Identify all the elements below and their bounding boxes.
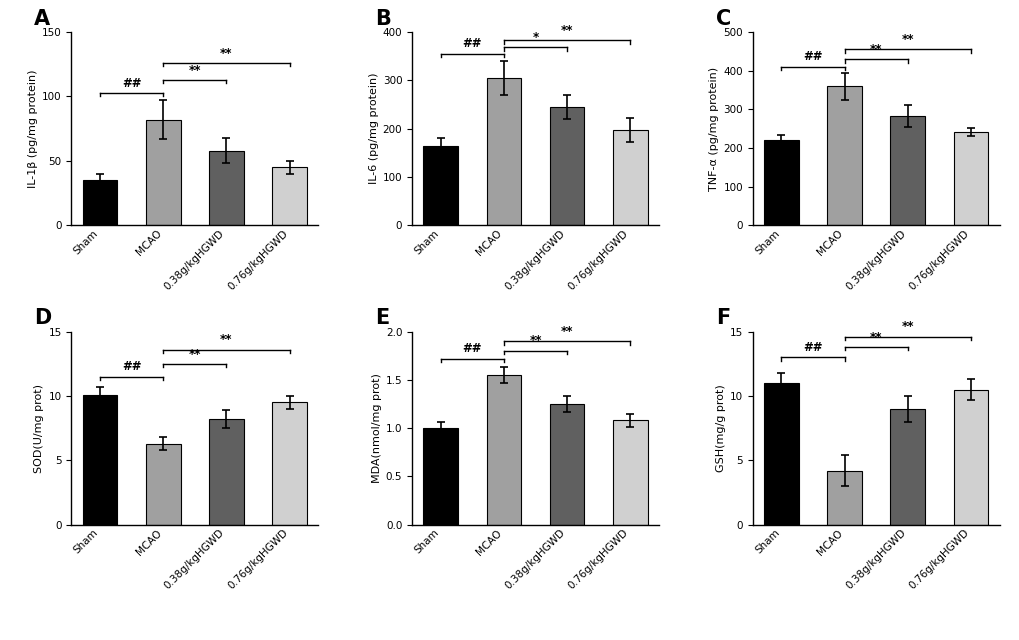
Text: ##: ## [121,360,142,373]
Text: E: E [375,308,389,328]
Y-axis label: TNF-α (pg/mg protein): TNF-α (pg/mg protein) [708,67,718,191]
Bar [209,419,244,525]
Bar [146,120,180,225]
Bar [953,132,987,225]
Bar [612,130,647,225]
Y-axis label: SOD(U/mg prot): SOD(U/mg prot) [35,383,44,473]
Text: **: ** [901,33,913,46]
Bar [272,403,307,525]
Bar [612,420,647,525]
Y-axis label: IL-6 (pg/mg protein): IL-6 (pg/mg protein) [368,73,378,184]
Text: ##: ## [121,77,142,90]
Bar [486,78,521,225]
Bar [83,395,117,525]
Bar [549,107,584,225]
Bar [272,167,307,225]
Y-axis label: MDA(nmol/mg prot): MDA(nmol/mg prot) [371,373,381,483]
Text: **: ** [529,335,541,348]
Bar [209,150,244,225]
Text: ##: ## [802,51,822,63]
Bar [763,383,798,525]
Bar [763,140,798,225]
Bar [890,409,924,525]
Y-axis label: GSH(mg/g prot): GSH(mg/g prot) [715,384,725,472]
Text: **: ** [189,348,201,360]
Text: A: A [35,9,51,29]
Bar [549,404,584,525]
Text: **: ** [560,24,573,37]
Text: **: ** [901,321,913,333]
Bar [953,390,987,525]
Text: F: F [715,308,730,328]
Text: **: ** [869,331,881,344]
Text: C: C [715,9,731,29]
Bar [83,180,117,225]
Bar [486,375,521,525]
Text: *: * [532,31,538,44]
Text: ##: ## [462,342,482,355]
Bar [890,116,924,225]
Bar [423,145,458,225]
Bar [146,444,180,525]
Text: **: ** [189,64,201,77]
Bar [423,428,458,525]
Text: **: ** [220,333,232,346]
Text: B: B [375,9,390,29]
Text: ##: ## [462,37,482,51]
Text: D: D [35,308,52,328]
Text: ##: ## [802,341,822,354]
Text: **: ** [220,47,232,60]
Bar [826,470,861,525]
Bar [826,86,861,225]
Text: **: ** [560,325,573,338]
Y-axis label: IL-1β (pg/mg protein): IL-1β (pg/mg protein) [28,69,38,188]
Text: **: ** [869,43,881,56]
